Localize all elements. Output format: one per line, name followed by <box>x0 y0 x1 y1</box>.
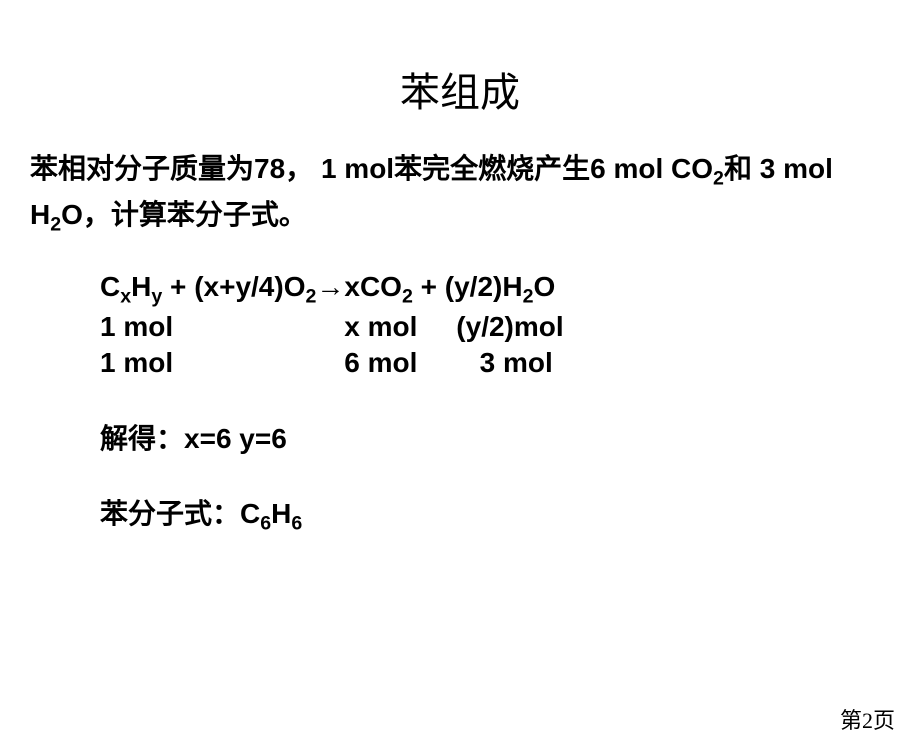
solution-content: CxHy + (x+y/4)O2→xCO2 + (y/2)H2O 1 mol x… <box>100 270 920 535</box>
mol-row-2: 1 mol 6 mol 3 mol <box>100 345 920 381</box>
formula-h6: 6 <box>291 512 302 534</box>
sub-h2o: 2 <box>50 214 61 236</box>
formula-h: H <box>271 498 291 529</box>
mass-value: 78 <box>254 153 285 184</box>
molecular-formula: 苯分子式：C6H6 <box>100 492 920 536</box>
result-line: 解得：x=6 y=6 <box>100 417 920 457</box>
eq-h2o-sub: 2 <box>523 286 534 308</box>
o-text: O <box>61 199 83 230</box>
eq-plus-o2: + (x+y/4)O <box>162 271 305 302</box>
formula-c: C <box>240 498 260 529</box>
eq-h: H <box>131 271 151 302</box>
eq-plus-h2o: + (y/2)H <box>413 271 523 302</box>
formula-label: 苯分子式： <box>100 498 240 529</box>
combustion-equation: CxHy + (x+y/4)O2→xCO2 + (y/2)H2O <box>100 270 920 309</box>
slide-title: 苯组成 <box>0 60 920 118</box>
problem-text-2: ， <box>285 153 321 184</box>
problem-text-5: ，计算苯分子式。 <box>83 199 307 230</box>
problem-text-4: 和 <box>724 153 760 184</box>
result-label: 解得： <box>100 423 184 454</box>
result-values: x=6 y=6 <box>184 423 287 454</box>
sub-co2: 2 <box>713 168 724 190</box>
problem-text-1: 苯相对分子质量为 <box>30 153 254 184</box>
eq-xco: xCO <box>344 271 402 302</box>
mol6-value: 6 mol CO <box>590 153 713 184</box>
eq-co2-sub: 2 <box>402 286 413 308</box>
eq-o2-sub: 2 <box>305 286 316 308</box>
problem-statement: 苯相对分子质量为78， 1 mol苯完全燃烧产生6 mol CO2和 3 mol… <box>30 148 890 240</box>
formula-c6: 6 <box>260 512 271 534</box>
page-number: 第2页 <box>840 703 895 735</box>
eq-o: O <box>533 271 555 302</box>
eq-x: x <box>120 286 131 308</box>
mol1-value: 1 mol <box>321 153 394 184</box>
eq-c: C <box>100 271 120 302</box>
mol-row-1: 1 mol x mol (y/2)mol <box>100 309 920 345</box>
eq-y: y <box>151 286 162 308</box>
eq-arrow: → <box>316 271 344 302</box>
problem-text-3: 苯完全燃烧产生 <box>394 153 590 184</box>
